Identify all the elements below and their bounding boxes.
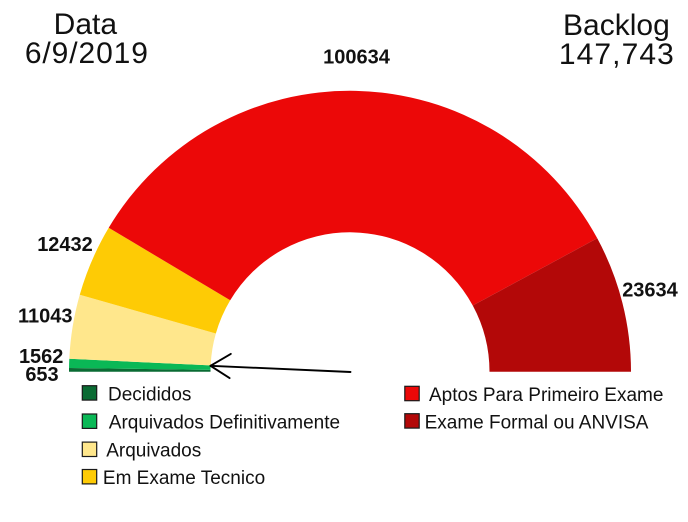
svg-text:Backlog: Backlog	[563, 9, 670, 42]
svg-text:Aptos Para Primeiro Exame: Aptos Para Primeiro Exame	[429, 385, 663, 406]
svg-text:Arquivados Definitivamente: Arquivados Definitivamente	[109, 413, 340, 434]
svg-text:11043: 11043	[18, 305, 73, 327]
svg-text:Em Exame Tecnico: Em Exame Tecnico	[103, 468, 265, 489]
svg-text:653: 653	[25, 364, 58, 386]
svg-text:100634: 100634	[323, 46, 391, 68]
svg-text:Arquivados: Arquivados	[106, 441, 201, 462]
svg-text:Decididos: Decididos	[108, 384, 191, 405]
svg-text:12432: 12432	[37, 234, 93, 256]
svg-text:Data: Data	[54, 8, 118, 41]
svg-text:6/9/2019: 6/9/2019	[25, 37, 149, 70]
svg-text:23634: 23634	[622, 280, 678, 302]
svg-text:Exame Formal ou ANVISA: Exame Formal ou ANVISA	[425, 412, 649, 433]
svg-text:1562: 1562	[19, 346, 64, 368]
svg-text:147,743: 147,743	[559, 38, 675, 71]
